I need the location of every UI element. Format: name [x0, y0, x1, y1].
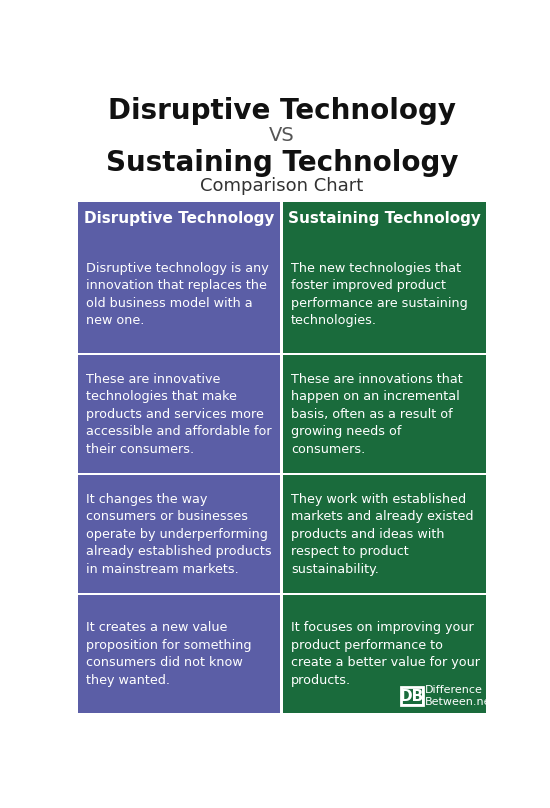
- Text: Disruptive Technology: Disruptive Technology: [84, 211, 274, 226]
- Bar: [78, 475, 280, 593]
- Text: Disruptive technology is any
innovation that replaces the
old business model wit: Disruptive technology is any innovation …: [86, 262, 268, 327]
- Bar: [283, 595, 486, 713]
- Text: They work with established
markets and already existed
products and ideas with
r: They work with established markets and a…: [291, 493, 474, 576]
- Bar: [283, 475, 486, 593]
- Text: Comparison Chart: Comparison Chart: [200, 177, 364, 196]
- Bar: [78, 595, 280, 713]
- Text: It changes the way
consumers or businesses
operate by underperforming
already es: It changes the way consumers or business…: [86, 493, 272, 576]
- Text: These are innovations that
happen on an incremental
basis, often as a result of
: These are innovations that happen on an …: [291, 372, 463, 456]
- Text: The new technologies that
foster improved product
performance are sustaining
tec: The new technologies that foster improve…: [291, 262, 468, 327]
- Bar: [402, 687, 423, 705]
- Bar: [283, 236, 486, 353]
- Text: It focuses on improving your
product performance to
create a better value for yo: It focuses on improving your product per…: [291, 621, 480, 687]
- Bar: [78, 356, 280, 473]
- Bar: [283, 356, 486, 473]
- Bar: [78, 202, 280, 236]
- Text: VS: VS: [269, 126, 295, 145]
- Text: Disruptive Technology: Disruptive Technology: [108, 97, 456, 124]
- Text: DB: DB: [400, 688, 424, 704]
- Bar: [402, 687, 423, 705]
- Bar: [402, 688, 422, 705]
- Text: It creates a new value
proposition for something
consumers did not know
they wan: It creates a new value proposition for s…: [86, 621, 251, 687]
- Bar: [78, 236, 280, 353]
- Text: Sustaining Technology: Sustaining Technology: [106, 149, 458, 177]
- Bar: [283, 202, 486, 236]
- Text: Sustaining Technology: Sustaining Technology: [288, 211, 481, 226]
- Text: These are innovative
technologies that make
products and services more
accessibl: These are innovative technologies that m…: [86, 372, 272, 456]
- Text: Difference
Between.net: Difference Between.net: [425, 685, 496, 707]
